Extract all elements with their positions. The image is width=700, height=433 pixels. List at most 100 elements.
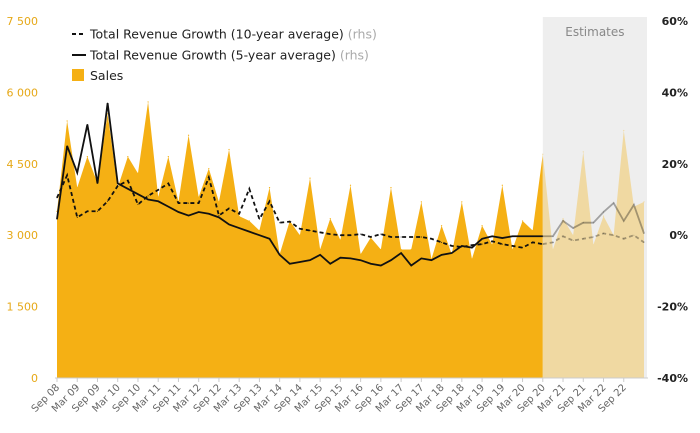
growth-point-ten-year xyxy=(208,176,210,178)
growth-point-ten-year xyxy=(350,234,351,236)
growth-point-five-year xyxy=(613,202,615,204)
sales-point xyxy=(127,156,129,158)
growth-point-five-year xyxy=(269,238,271,240)
growth-point-five-year xyxy=(420,257,422,259)
growth-point-five-year xyxy=(188,215,190,217)
growth-point-five-year xyxy=(552,235,554,237)
sales-point xyxy=(471,258,473,260)
growth-point-ten-year xyxy=(481,243,483,245)
growth-point-ten-year xyxy=(329,233,331,235)
growth-point-ten-year xyxy=(137,203,139,205)
growth-lines-group xyxy=(56,102,645,267)
growth-point-five-year xyxy=(279,254,281,256)
y-right-tick-label: 60% xyxy=(662,15,688,28)
growth-point-five-year xyxy=(66,145,68,147)
growth-point-five-year xyxy=(491,235,493,237)
growth-point-ten-year xyxy=(592,236,594,238)
growth-point-ten-year xyxy=(127,180,129,182)
sales-point xyxy=(562,217,564,220)
y-right-tick-label: 0% xyxy=(669,229,688,242)
growth-point-five-year xyxy=(96,182,98,184)
estimates-label: Estimates xyxy=(565,25,624,39)
growth-point-five-year xyxy=(86,124,88,126)
growth-point-five-year xyxy=(592,222,594,224)
sales-point xyxy=(319,248,321,251)
sales-point xyxy=(420,201,422,203)
growth-point-ten-year xyxy=(279,222,281,224)
growth-point-five-year xyxy=(461,245,463,247)
growth-point-ten-year xyxy=(269,200,271,202)
growth-point-five-year xyxy=(147,199,149,200)
growth-point-five-year xyxy=(350,257,351,259)
y-left-tick-label: 7 500 xyxy=(7,15,39,28)
y-left-tick-label: 0 xyxy=(31,372,38,385)
sales-point xyxy=(633,206,635,208)
growth-point-five-year xyxy=(501,237,503,239)
growth-point-ten-year xyxy=(198,202,200,204)
sales-point xyxy=(582,151,584,153)
growth-point-ten-year xyxy=(380,233,382,235)
growth-point-five-year xyxy=(238,227,240,229)
y-right-tick-label: -20% xyxy=(657,301,688,314)
y-left-tick-label: 4 500 xyxy=(7,158,39,171)
growth-point-five-year xyxy=(471,247,473,249)
sales-point xyxy=(198,196,200,198)
sales-point xyxy=(238,215,240,217)
sales-point xyxy=(511,248,514,251)
sales-point xyxy=(643,201,645,203)
sales-point xyxy=(613,234,615,236)
growth-line-five-year-estimate xyxy=(542,201,645,238)
growth-point-five-year xyxy=(511,235,513,237)
sales-point xyxy=(258,229,261,232)
sales-area-estimate xyxy=(542,130,644,378)
growth-point-five-year xyxy=(380,265,382,267)
growth-point-ten-year xyxy=(188,202,190,204)
growth-point-five-year xyxy=(258,234,260,236)
growth-point-ten-year xyxy=(370,236,372,238)
y-left-tick-label: 1 500 xyxy=(7,301,39,314)
growth-point-ten-year xyxy=(309,230,311,232)
growth-point-five-year xyxy=(532,235,534,237)
sales-point xyxy=(349,184,352,186)
growth-point-ten-year xyxy=(471,244,473,246)
legend-swatch-sales xyxy=(72,69,84,81)
sales-point xyxy=(268,187,271,189)
sales-point xyxy=(602,215,605,217)
sales-point xyxy=(167,156,169,158)
growth-point-five-year xyxy=(167,206,169,208)
growth-point-five-year xyxy=(360,259,362,261)
sales-point xyxy=(86,156,88,158)
growth-point-five-year xyxy=(370,263,372,265)
growth-point-ten-year xyxy=(117,185,119,187)
growth-point-five-year xyxy=(390,259,392,261)
growth-point-ten-year xyxy=(248,188,250,190)
sales-point xyxy=(592,244,594,246)
growth-point-ten-year xyxy=(157,189,159,191)
legend-label-5yr: Total Revenue Growth (5-year average) (r… xyxy=(89,48,369,63)
growth-point-ten-year xyxy=(501,243,503,245)
growth-point-ten-year xyxy=(96,210,98,212)
growth-point-five-year xyxy=(329,263,331,265)
sales-point xyxy=(623,129,625,132)
growth-point-ten-year xyxy=(339,234,341,236)
sales-point xyxy=(208,167,210,170)
sales-point xyxy=(187,134,190,136)
growth-point-five-year xyxy=(198,211,200,213)
growth-point-ten-year xyxy=(390,236,392,238)
growth-point-five-year xyxy=(572,227,574,229)
growth-point-five-year xyxy=(451,252,453,254)
sales-point xyxy=(309,177,311,179)
sales-point xyxy=(440,225,443,227)
growth-point-ten-year xyxy=(228,207,230,209)
sales-point xyxy=(572,234,574,236)
growth-point-five-year xyxy=(410,265,412,267)
growth-point-five-year xyxy=(309,259,311,261)
sales-point xyxy=(542,153,544,155)
growth-point-ten-year xyxy=(441,241,443,243)
growth-point-ten-year xyxy=(400,236,402,238)
sales-point xyxy=(107,113,109,115)
growth-point-ten-year xyxy=(410,236,412,238)
sales-point xyxy=(481,225,483,227)
growth-point-ten-year xyxy=(66,174,68,176)
